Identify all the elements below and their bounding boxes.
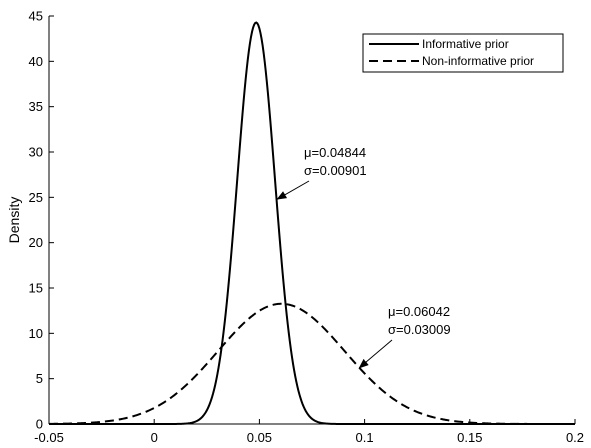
x-tick-label: -0.05 [34, 430, 64, 445]
y-tick-label: 30 [29, 145, 43, 160]
legend-box [362, 33, 564, 73]
annotation-1: μ=0.04844 σ=0.00901 [276, 145, 367, 200]
x-tick-label: 0.1 [356, 430, 374, 445]
annotation-2-arrow [358, 339, 393, 369]
y-tick-label: 40 [29, 54, 43, 69]
y-axis-ticks: 0 5 10 15 20 25 30 35 40 45 [29, 9, 54, 432]
x-tick-label: 0.15 [457, 430, 482, 445]
annotation-2-mu: μ=0.06042 [388, 304, 450, 319]
y-tick-label: 20 [29, 235, 43, 250]
x-tick-label: 0.2 [566, 430, 584, 445]
y-tick-label: 0 [36, 417, 43, 432]
legend-label-informative: Informative prior [422, 37, 509, 51]
x-tick-label: 0.05 [247, 430, 272, 445]
x-axis-ticks: -0.05 0 0.05 0.1 0.15 0.2 [34, 419, 584, 445]
y-tick-label: 10 [29, 326, 43, 341]
y-tick-label: 15 [29, 281, 43, 296]
legend: Informative prior Non-informative prior [362, 33, 564, 73]
annotation-2: μ=0.06042 σ=0.03009 [358, 304, 451, 369]
annotation-1-mu: μ=0.04844 [304, 145, 366, 160]
y-tick-label: 45 [29, 9, 43, 24]
annotation-1-arrow [276, 180, 310, 200]
annotation-1-sigma: σ=0.00901 [304, 163, 367, 178]
plot-area [49, 16, 575, 424]
x-tick-label: 0 [151, 430, 158, 445]
annotation-2-sigma: σ=0.03009 [388, 322, 451, 337]
y-tick-label: 35 [29, 99, 43, 114]
y-axis-label: Density [6, 197, 22, 244]
y-tick-label: 5 [36, 371, 43, 386]
y-tick-label: 25 [29, 190, 43, 205]
series-noninformative-prior-line [48, 302, 575, 425]
legend-label-noninformative: Non-informative prior [422, 54, 534, 68]
